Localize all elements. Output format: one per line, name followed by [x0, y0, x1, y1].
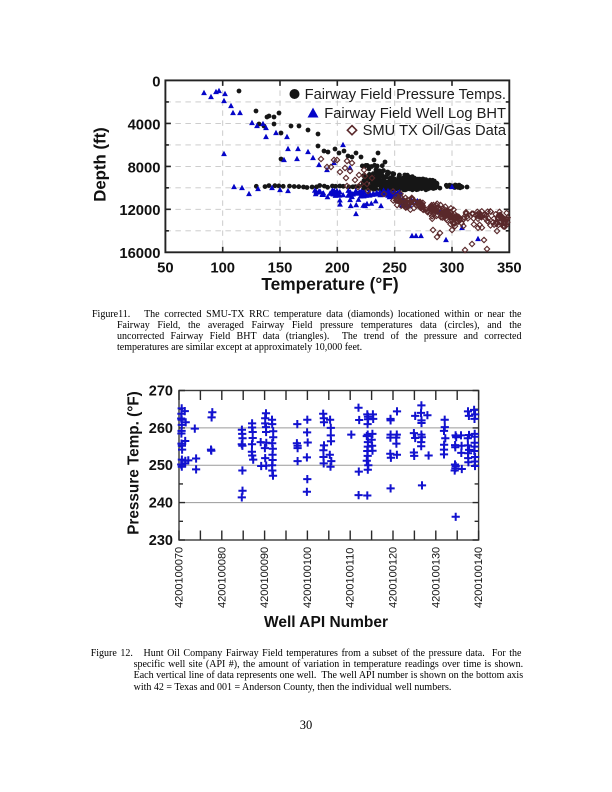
- svg-text:260: 260: [149, 421, 173, 437]
- svg-text:16000: 16000: [119, 246, 160, 262]
- svg-text:4200100110: 4200100110: [345, 548, 357, 608]
- svg-text:Depth (ft): Depth (ft): [91, 127, 110, 202]
- svg-text:4200100070: 4200100070: [174, 547, 186, 608]
- svg-text:Pressure Temp. (°F): Pressure Temp. (°F): [126, 391, 143, 535]
- svg-text:270: 270: [149, 384, 173, 400]
- svg-text:4200100130: 4200100130: [430, 547, 442, 608]
- svg-text:4200100080: 4200100080: [216, 547, 228, 608]
- svg-text:4200100140: 4200100140: [473, 547, 485, 608]
- svg-text:0: 0: [152, 74, 160, 90]
- svg-text:Fairway Field Well Log BHT: Fairway Field Well Log BHT: [324, 106, 506, 122]
- svg-text:SMU TX Oil/Gas Data: SMU TX Oil/Gas Data: [363, 123, 507, 139]
- svg-text:Fairway Field Pressure Temps.: Fairway Field Pressure Temps.: [305, 87, 506, 103]
- svg-text:4000: 4000: [128, 117, 161, 133]
- svg-text:250: 250: [149, 458, 173, 474]
- svg-text:100: 100: [210, 260, 235, 276]
- svg-text:300: 300: [440, 260, 465, 276]
- svg-text:Temperature (°F): Temperature (°F): [261, 274, 398, 294]
- svg-text:150: 150: [268, 260, 293, 276]
- svg-text:230: 230: [149, 533, 173, 549]
- svg-text:350: 350: [497, 260, 522, 276]
- svg-text:4200100120: 4200100120: [388, 547, 400, 608]
- svg-text:4200100100: 4200100100: [302, 547, 314, 608]
- svg-text:Well API Number: Well API Number: [264, 614, 388, 631]
- svg-text:240: 240: [149, 496, 173, 512]
- svg-text:4200100090: 4200100090: [259, 547, 271, 608]
- svg-text:250: 250: [382, 260, 407, 276]
- svg-text:50: 50: [157, 260, 173, 276]
- svg-text:200: 200: [325, 260, 350, 276]
- svg-text:12000: 12000: [119, 203, 160, 219]
- svg-text:8000: 8000: [128, 160, 161, 176]
